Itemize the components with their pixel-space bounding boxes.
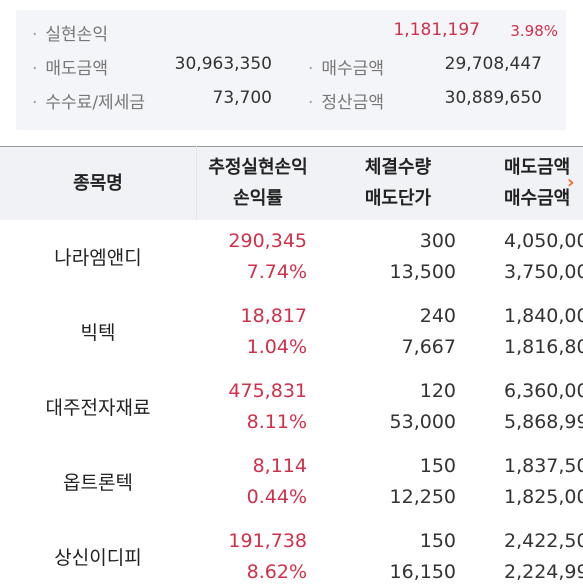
trade-table: 종목명 추정실현손익 손익률 체결수량 매도단가 매도금액 매수금액 › 나라엠… [0, 146, 583, 587]
table-row[interactable]: 대주전자재료 475,831 8.11% 120 53,000 6,360,00 5,868… [0, 370, 583, 446]
table-row[interactable]: 옵트론텍 8,114 0.44% 150 12,250 1,837,50 1,825,00 [0, 445, 583, 521]
stock-name: 상신이디피 [54, 547, 142, 569]
settle-amount-value: 30,889,650 [444, 88, 542, 108]
pl-rate-value: 1.04% [246, 336, 307, 358]
sell-amount-cell: 2,422,50 [504, 530, 583, 552]
settle-amount-label: 정산금액 [308, 88, 384, 113]
executed-qty-value: 120 [419, 380, 456, 402]
est-pl-value: 290,345 [228, 230, 307, 252]
sell-price-value: 16,150 [389, 561, 456, 583]
sell-amount-cell: 1,837,50 [504, 455, 583, 477]
pl-rate-value: 0.44% [246, 486, 307, 508]
sell-price-value: 53,000 [389, 411, 456, 433]
pl-rate-value: 8.62% [246, 561, 307, 583]
buy-amount-cell: 5,868,99 [504, 411, 583, 433]
sell-price-value: 13,500 [389, 261, 456, 283]
table-row[interactable]: 상신이디피 191,738 8.62% 150 16,150 2,422,50 2,224,… [0, 520, 583, 587]
buy-amount-value: 29,708,447 [444, 54, 542, 74]
executed-qty-value: 150 [419, 530, 456, 552]
sell-amount-cell: 6,360,00 [504, 380, 583, 402]
sell-amount-cell: 1,840,00 [504, 305, 583, 327]
executed-qty-value: 150 [419, 455, 456, 477]
buy-amount-cell: 3,750,00 [504, 261, 583, 283]
pl-rate-value: 8.11% [246, 411, 307, 433]
executed-qty-value: 240 [419, 305, 456, 327]
header-qty: 체결수량 매도단가 [364, 157, 432, 209]
sell-price-value: 12,250 [389, 486, 456, 508]
header-est-pl: 추정실현손익 손익률 [208, 157, 308, 209]
buy-amount-cell: 1,816,80 [504, 336, 583, 358]
header-amount: 매도금액 매수금액 [504, 157, 571, 209]
sell-amount-value: 30,963,350 [174, 54, 272, 74]
buy-amount-cell: 2,224,99 [504, 561, 583, 583]
table-row[interactable]: 나라엠앤디 290,345 7.74% 300 13,500 4,050,00 3,750,… [0, 220, 583, 296]
est-pl-value: 8,114 [252, 455, 307, 477]
buy-amount-label: 매수금액 [308, 54, 384, 79]
fee-label: 수수료/제세금 [32, 88, 145, 113]
realized-pl-value: 1,181,197 [393, 20, 480, 40]
trade-summary-panel: 실현손익 1,181,197 3.98% 매도금액 30,963,350 매수금… [16, 10, 566, 130]
table-header: 종목명 추정실현손익 손익률 체결수량 매도단가 매도금액 매수금액 › [0, 146, 583, 221]
stock-name: 대주전자재료 [45, 397, 151, 419]
realized-pl-row: 실현손익 1,181,197 3.98% [16, 20, 566, 45]
sell-price-value: 7,667 [401, 336, 456, 358]
stock-name: 나라엠앤디 [54, 247, 142, 269]
buy-amount-cell: 1,825,00 [504, 486, 583, 508]
fee-value: 73,700 [212, 88, 272, 108]
est-pl-value: 191,738 [228, 530, 307, 552]
sell-amount-label: 매도금액 [32, 54, 108, 79]
table-row[interactable]: 빅텍 18,817 1.04% 240 7,667 1,840,00 1,816,80 [0, 295, 583, 371]
stock-name: 옵트론텍 [63, 472, 133, 494]
realized-pl-label: 실현손익 [32, 20, 108, 45]
sell-amount-cell: 4,050,00 [504, 230, 583, 252]
executed-qty-value: 300 [419, 230, 456, 252]
pl-rate-value: 7.74% [246, 261, 307, 283]
fee-settle-row: 수수료/제세금 73,700 정산금액 30,889,650 [16, 88, 566, 113]
header-stock-name: 종목명 [73, 173, 123, 194]
est-pl-value: 18,817 [240, 305, 307, 327]
realized-pl-rate: 3.98% [510, 22, 558, 40]
est-pl-value: 475,831 [228, 380, 307, 402]
sell-buy-row: 매도금액 30,963,350 매수금액 29,708,447 [16, 54, 566, 79]
stock-name: 빅텍 [80, 322, 116, 344]
chevron-right-icon[interactable]: › [567, 172, 575, 193]
